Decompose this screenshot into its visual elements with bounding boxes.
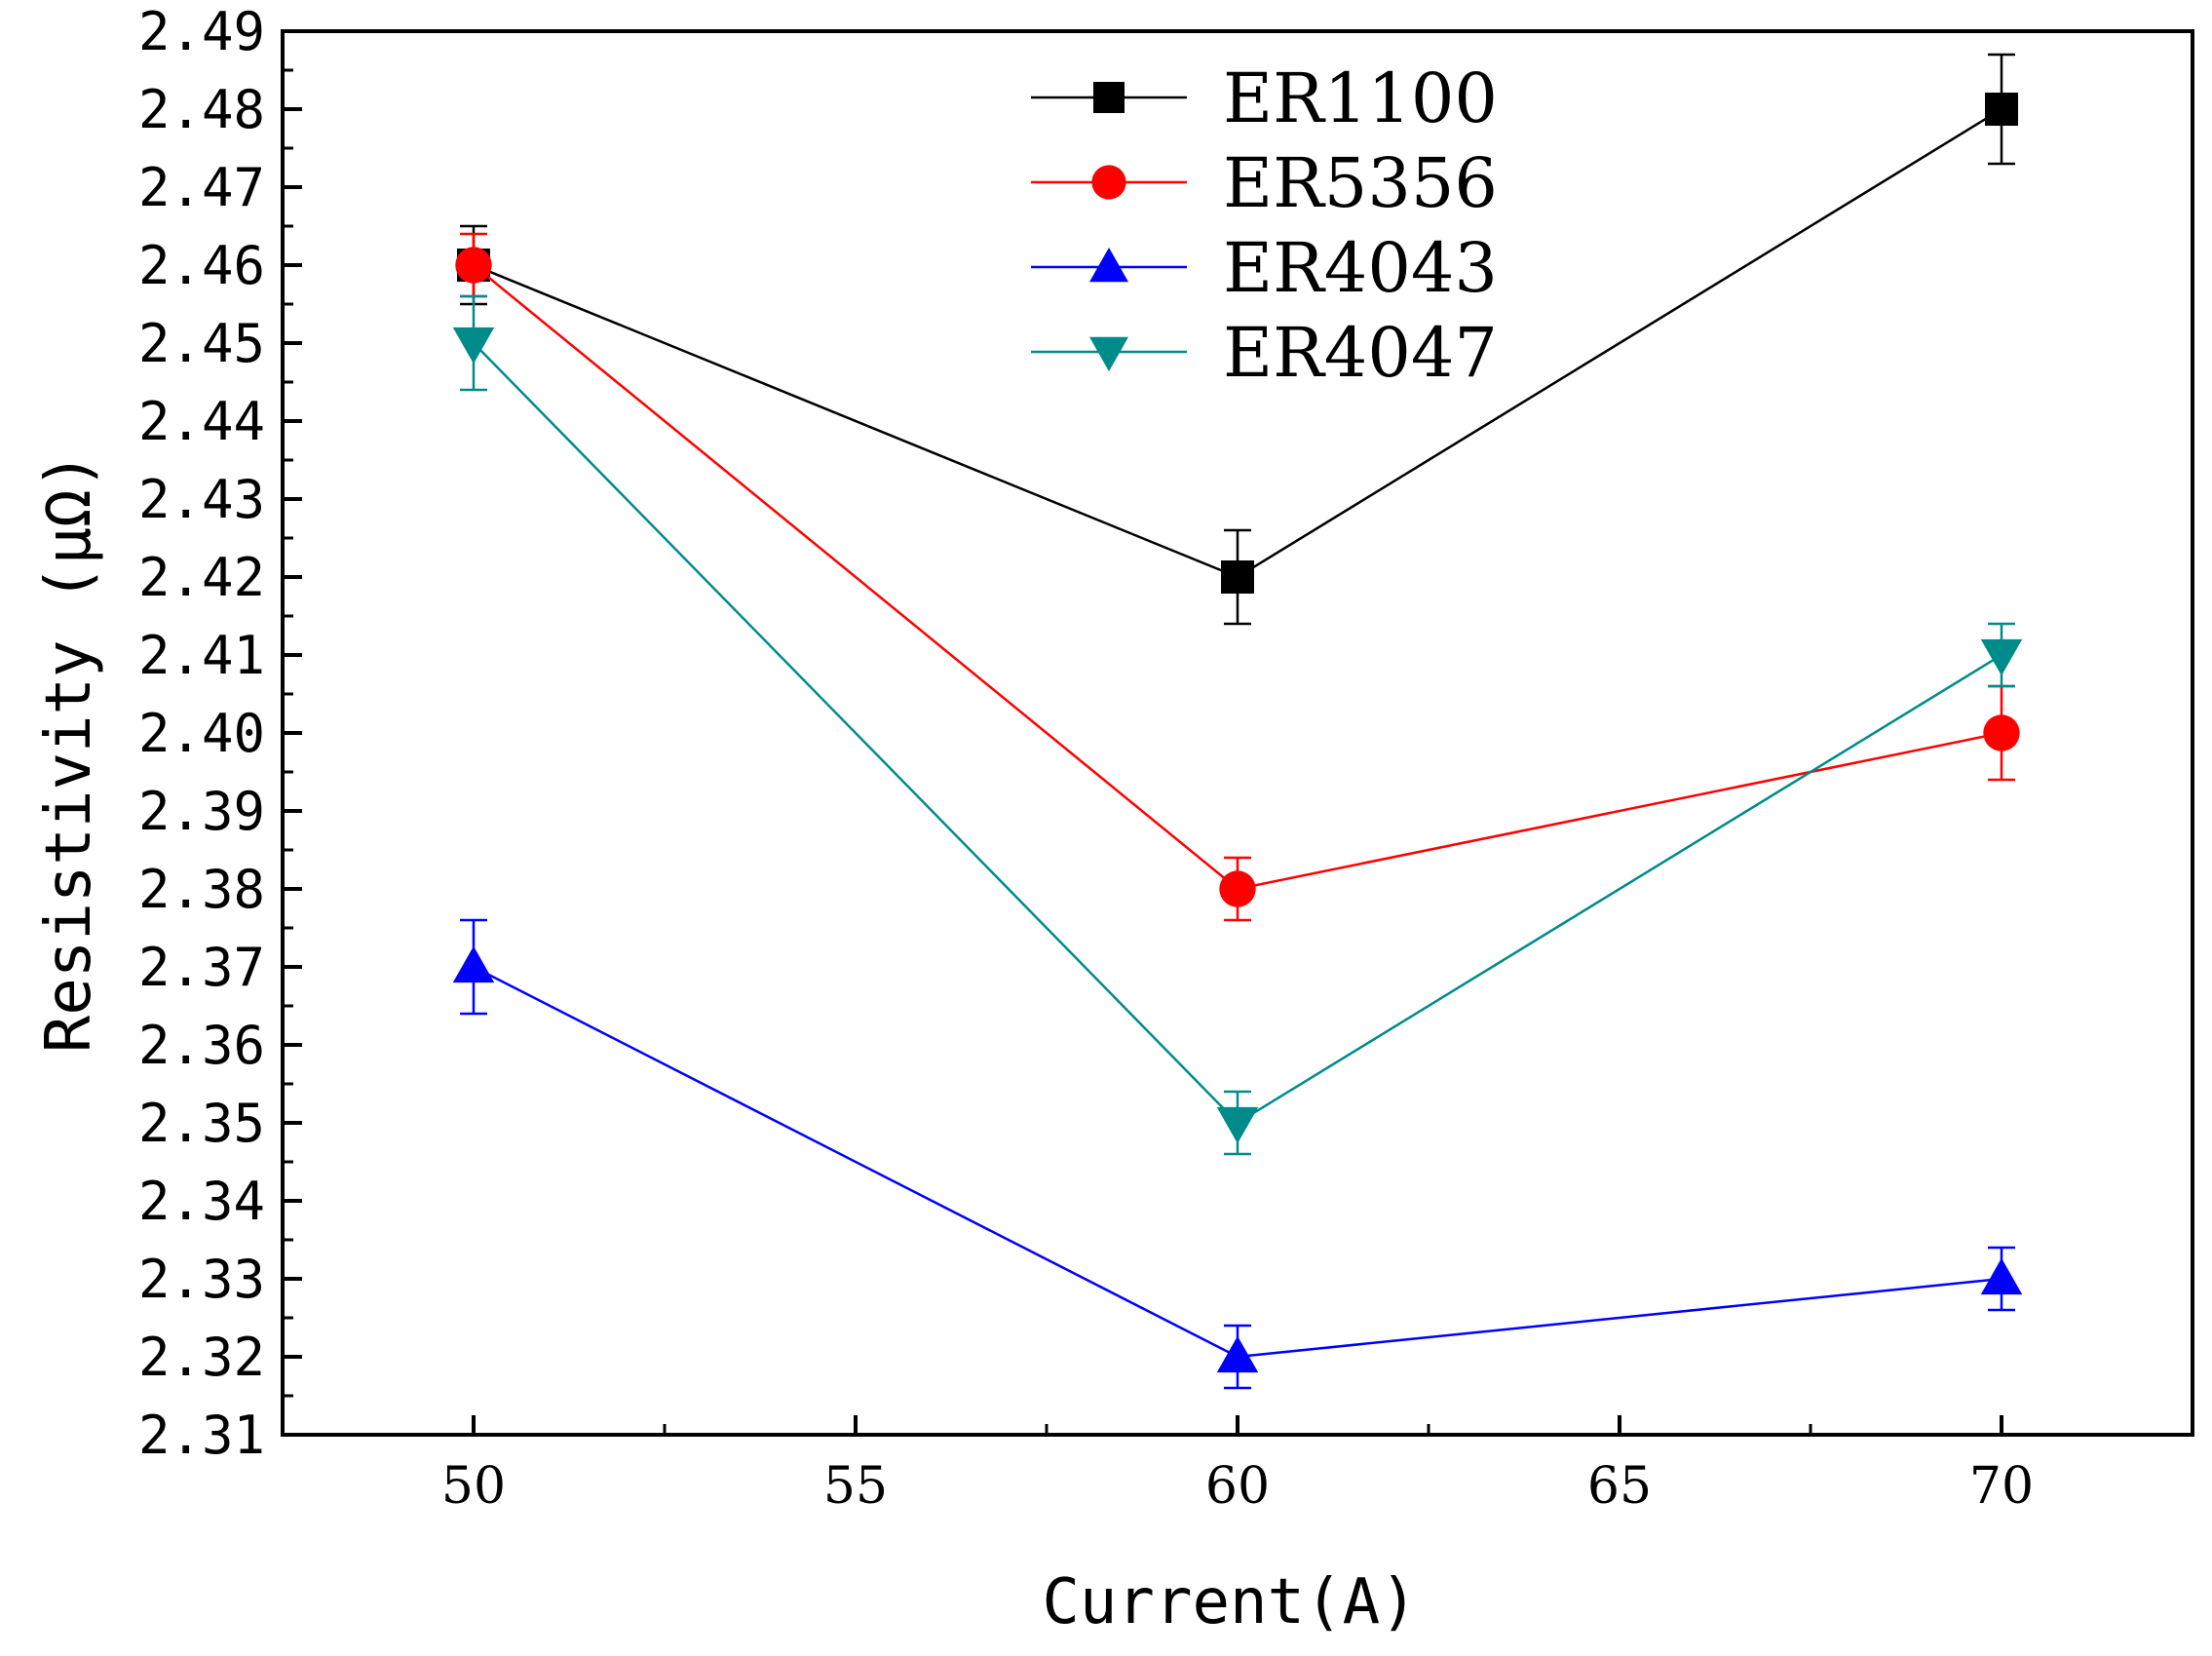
y-tick-label: 2.34 [138, 1171, 265, 1232]
y-tick-label: 2.46 [138, 235, 265, 296]
y-tick-label: 2.39 [138, 781, 265, 842]
data-point-er1100 [1221, 560, 1254, 594]
legend-marker-er1100 [1093, 82, 1125, 113]
data-point-er4043 [1980, 1257, 2023, 1295]
legend-item-er4047: ER4047 [1031, 313, 1498, 393]
axes: 2.31 2.32 2.33 2.34 2.35 2.36 2.37 2.38 2.39 2.40… [138, 1, 2194, 1516]
legend-label-er4043: ER4043 [1223, 228, 1498, 308]
y-tick-label: 2.48 [138, 79, 265, 140]
x-tick-label: 55 [823, 1457, 888, 1516]
y-tick-label: 2.33 [138, 1249, 265, 1310]
data-point-er5356 [1983, 714, 2020, 751]
series-line-er4043 [473, 965, 2002, 1359]
y-tick-label: 2.49 [138, 1, 265, 62]
y-tick-label: 2.38 [138, 859, 265, 920]
x-axis-title: Current(A) [1042, 1566, 1417, 1638]
data-point-er4047 [1216, 1106, 1259, 1144]
data-point-er4043 [452, 945, 495, 983]
x-tick-label: 70 [1969, 1457, 2034, 1516]
legend-item-er5356: ER5356 [1031, 143, 1498, 223]
legend-marker-er4043 [1089, 248, 1128, 283]
y-tick-label: 2.44 [138, 391, 265, 452]
legend-item-er1100: ER1100 [1031, 58, 1498, 138]
y-tick-label: 2.47 [138, 157, 265, 218]
legend-item-er4043: ER4043 [1031, 228, 1498, 308]
y-tick-label: 2.37 [138, 937, 265, 998]
x-tick-label: 60 [1205, 1457, 1270, 1516]
y-tick-label: 2.42 [138, 547, 265, 608]
data-point-er4043 [1216, 1335, 1259, 1373]
data-point-er4047 [1980, 638, 2023, 676]
x-tick-label: 65 [1587, 1457, 1652, 1516]
legend-label-er4047: ER4047 [1223, 313, 1498, 393]
data-point-er1100 [1985, 93, 2018, 126]
series-layer [452, 53, 2023, 1390]
legend-label-er5356: ER5356 [1223, 143, 1498, 223]
y-tick-label: 2.35 [138, 1093, 265, 1154]
data-point-er5356 [1219, 870, 1256, 907]
series-line-er4047 [473, 342, 2002, 1125]
y-tick-label: 2.45 [138, 313, 265, 374]
legend-marker-er4047 [1089, 336, 1128, 371]
x-tick-label: 50 [441, 1457, 506, 1516]
y-tick-label: 2.32 [138, 1327, 265, 1388]
series-er4047 [452, 294, 2023, 1156]
data-point-er5356 [455, 247, 492, 284]
legend-label-er1100: ER1100 [1223, 58, 1498, 138]
y-tick-label: 2.36 [138, 1015, 265, 1076]
legend-marker-er5356 [1091, 165, 1126, 200]
y-tick-label: 2.43 [138, 469, 265, 530]
series-er4043 [452, 918, 2023, 1390]
y-axis-title: Resistivity (μΩ) [33, 452, 105, 1054]
y-tick-label: 2.40 [138, 703, 265, 764]
data-point-er4047 [452, 327, 495, 365]
y-tick-label: 2.41 [138, 625, 265, 686]
y-tick-label: 2.31 [138, 1405, 265, 1466]
